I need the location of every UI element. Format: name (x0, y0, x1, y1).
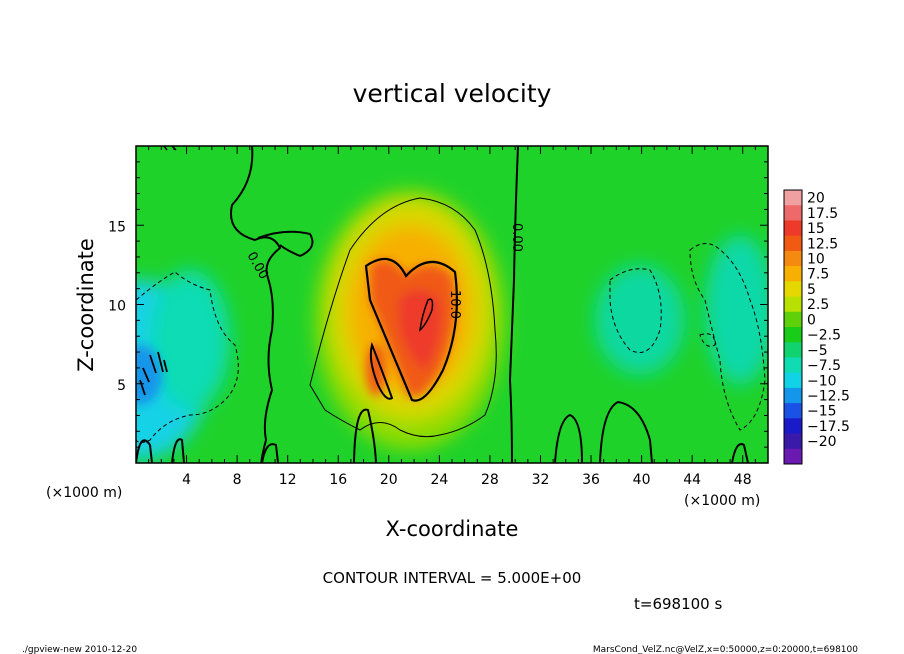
colorbar-label: 10 (807, 252, 825, 268)
colorbar-segment (784, 311, 802, 328)
colorbar-label: −2.5 (807, 328, 841, 344)
colorbar (783, 189, 803, 465)
colorbar-label: −20 (807, 434, 837, 450)
chart-title: vertical velocity (353, 79, 552, 108)
colorbar-segment (784, 235, 802, 252)
y-tick-label: 15 (108, 219, 126, 235)
colorbar-segment (784, 403, 802, 419)
footer-right: MarsCond_VelZ.nc@VelZ,x=0:50000,z=0:2000… (593, 645, 858, 654)
y-ticks: 5 10 15 (108, 161, 768, 448)
footer-left: ./gpview-new 2010-12-20 (22, 645, 137, 654)
y-tick-label: 5 (117, 378, 126, 394)
x-unit-left: (×1000 m) (46, 485, 122, 501)
contour-label: 0.00 (509, 223, 524, 252)
x-unit-right: (×1000 m) (684, 493, 760, 509)
y-tick-label: 10 (108, 299, 126, 315)
colorbar-label: 15 (807, 221, 825, 237)
colorbar-segment (784, 220, 802, 237)
colorbar-label: 7.5 (807, 267, 829, 283)
x-tick-label: 8 (233, 472, 242, 488)
colorbar-segment (784, 266, 802, 282)
x-tick-label: 24 (430, 472, 448, 488)
colorbar-segment (784, 327, 802, 343)
colorbar-segment (784, 296, 802, 313)
x-tick-label: 48 (734, 472, 752, 488)
x-tick-label: 16 (329, 472, 347, 488)
x-axis-label: X-coordinate (386, 517, 519, 541)
colorbar-label: 5 (807, 282, 816, 298)
x-tick-label: 44 (683, 472, 701, 488)
colorbar-label: 12.5 (807, 236, 838, 252)
colorbar-segment (784, 281, 802, 298)
colorbar-label: −7.5 (807, 358, 841, 374)
x-tick-label: 12 (279, 472, 297, 488)
x-tick-label: 36 (582, 472, 600, 488)
colorbar-label: 17.5 (807, 206, 838, 222)
time-label: t=698100 s (634, 595, 722, 613)
contour-lines (136, 146, 766, 463)
colorbar-label: −15 (807, 404, 837, 420)
x-tick-label: 28 (481, 472, 499, 488)
colorbar-segment (784, 448, 802, 465)
x-tick-label: 20 (380, 472, 398, 488)
colorbar-frame (783, 189, 803, 465)
x-tick-label: 32 (532, 472, 550, 488)
colorbar-segment (784, 205, 802, 221)
colorbar-label: 0 (807, 312, 816, 328)
contour-label: 10.0 (447, 290, 462, 319)
colorbar-labels: 2017.51512.5107.552.50−2.5−5−7.5−10−12.5… (807, 191, 850, 451)
colorbar-label: −17.5 (807, 419, 850, 435)
x-tick-label: 40 (633, 472, 651, 488)
heatmap-field (136, 146, 768, 463)
colorbar-label: −12.5 (807, 389, 850, 405)
colorbar-label: −5 (807, 343, 828, 359)
colorbar-segment (784, 387, 802, 404)
colorbar-segment (784, 433, 802, 450)
colorbar-segment (784, 342, 802, 358)
colorbar-segment (784, 418, 802, 435)
colorbar-label: 20 (807, 191, 825, 207)
colorbar-segment (784, 250, 802, 267)
contour-interval: CONTOUR INTERVAL = 5.000E+00 (323, 569, 582, 587)
colorbar-segment (784, 357, 802, 374)
x-tick-label: 4 (182, 472, 191, 488)
y-axis-label: Z-coordinate (74, 238, 98, 372)
colorbar-label: −10 (807, 373, 837, 389)
colorbar-label: 2.5 (807, 297, 829, 313)
colorbar-segment (784, 372, 802, 389)
colorbar-segment (784, 190, 802, 206)
x-ticks: 4 8 12 16 20 24 28 32 36 40 44 48 (148, 146, 756, 488)
